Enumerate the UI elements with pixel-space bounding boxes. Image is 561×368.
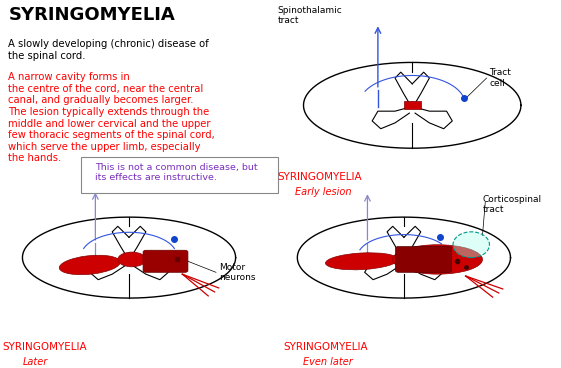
Ellipse shape bbox=[393, 245, 482, 274]
Ellipse shape bbox=[453, 232, 489, 258]
Text: Corticospinal
tract: Corticospinal tract bbox=[482, 195, 541, 215]
Text: Motor
neurons: Motor neurons bbox=[219, 263, 255, 282]
Text: SYRINGOMYELIA: SYRINGOMYELIA bbox=[283, 342, 368, 352]
FancyBboxPatch shape bbox=[81, 157, 278, 193]
Text: SYRINGOMYELIA: SYRINGOMYELIA bbox=[8, 6, 175, 24]
Circle shape bbox=[409, 102, 416, 107]
FancyBboxPatch shape bbox=[143, 250, 188, 272]
FancyBboxPatch shape bbox=[396, 247, 452, 272]
Text: SYRINGOMYELIA: SYRINGOMYELIA bbox=[3, 342, 88, 352]
Circle shape bbox=[401, 255, 407, 259]
Text: Later: Later bbox=[22, 357, 48, 367]
Ellipse shape bbox=[59, 255, 120, 275]
Text: SYRINGOMYELIA: SYRINGOMYELIA bbox=[278, 171, 362, 182]
Ellipse shape bbox=[325, 253, 398, 270]
Text: Spinothalamic
tract: Spinothalamic tract bbox=[278, 6, 343, 25]
Text: Tract
cell: Tract cell bbox=[489, 68, 511, 88]
Text: Early lesion: Early lesion bbox=[295, 187, 351, 197]
Text: This is not a common disease, but
its effects are instructive.: This is not a common disease, but its ef… bbox=[95, 163, 258, 182]
Ellipse shape bbox=[118, 252, 146, 267]
Text: Even later: Even later bbox=[303, 357, 353, 367]
Bar bbox=[403, 102, 421, 109]
Text: A narrow cavity forms in
the centre of the cord, near the central
canal, and gra: A narrow cavity forms in the centre of t… bbox=[8, 72, 215, 163]
Circle shape bbox=[126, 255, 132, 259]
Text: A slowly developing (chronic) disease of
the spinal cord.: A slowly developing (chronic) disease of… bbox=[8, 39, 209, 61]
